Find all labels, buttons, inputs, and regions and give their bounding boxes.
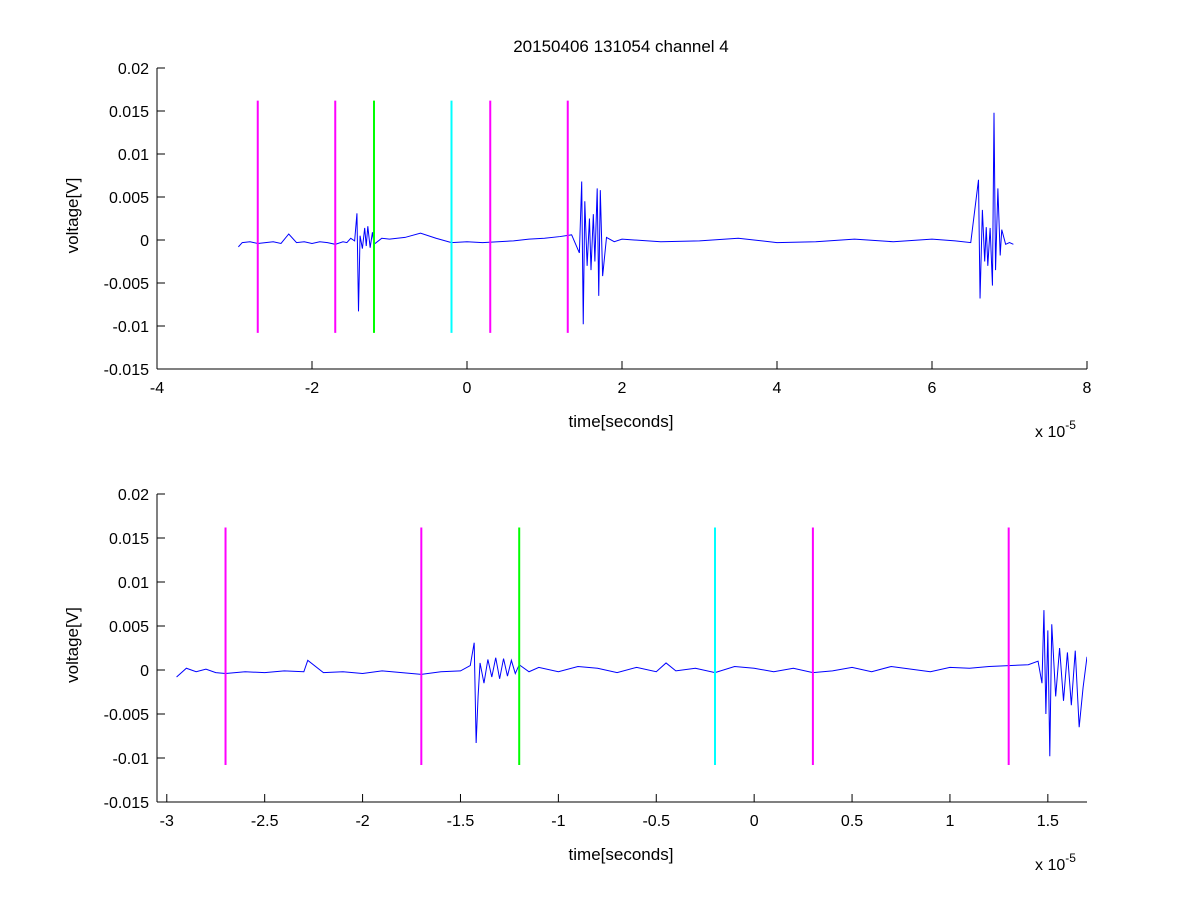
chart-0-x-tick-label: 0 bbox=[463, 380, 472, 397]
chart-0-x-axis-label: time[seconds] bbox=[569, 412, 674, 431]
chart-0-x-tick-label: 6 bbox=[928, 380, 937, 397]
chart-1-x-axis-label: time[seconds] bbox=[569, 845, 674, 864]
chart-0-x-tick-label: -4 bbox=[150, 380, 164, 397]
chart-1-x-tick-label: -1.5 bbox=[447, 813, 475, 830]
chart-1-y-tick-label: 0.015 bbox=[109, 531, 149, 548]
chart-1-y-tick-label: 0.02 bbox=[118, 487, 149, 504]
chart-1-x-tick-label: -2 bbox=[355, 813, 369, 830]
chart-1-x-tick-label: -0.5 bbox=[642, 813, 670, 830]
chart-0-y-axis-label: voltage[V] bbox=[63, 178, 82, 254]
chart-0-y-tick-label: -0.015 bbox=[104, 362, 149, 379]
chart-0-y-tick-label: 0.015 bbox=[109, 104, 149, 121]
chart-0-x-tick-label: 2 bbox=[618, 380, 627, 397]
chart-1-x-tick-label: -2.5 bbox=[251, 813, 279, 830]
chart-0-y-tick-label: -0.01 bbox=[113, 319, 150, 336]
chart-0-y-tick-label: 0.005 bbox=[109, 190, 149, 207]
chart-1-x-tick-label: -1 bbox=[551, 813, 565, 830]
chart-0-y-tick-label: 0 bbox=[140, 233, 149, 250]
chart-0-x-tick-label: 4 bbox=[773, 380, 782, 397]
chart-1-y-tick-label: -0.015 bbox=[104, 795, 149, 812]
chart-1-x-tick-label: 1 bbox=[945, 813, 954, 830]
plot-bottom: -3 -2.5 -2 -1.5 -1 -0.5 0 0.5 1 1.5 -0.015 -0.01 -0.… bbox=[63, 487, 1087, 874]
chart-1-y-axis-label: voltage[V] bbox=[63, 607, 82, 683]
chart-0-x-tick-label: -2 bbox=[305, 380, 319, 397]
chart-1-x-tick-label: 0 bbox=[750, 813, 759, 830]
chart-0-signal-line bbox=[238, 112, 1014, 325]
chart-0-x-exponent-label: x 10-5 bbox=[1035, 418, 1076, 441]
chart-1-signal-line bbox=[176, 610, 1087, 757]
plot-top: -4 -2 0 2 4 6 8 -0.015 -0.01 -0.005 0 0.005 0.01 0.01… bbox=[63, 61, 1092, 441]
chart-0-y-tick-label: 0.02 bbox=[118, 61, 149, 78]
chart-1-x-exponent-label: x 10-5 bbox=[1035, 851, 1076, 874]
figure-title: 20150406 131054 channel 4 bbox=[513, 37, 729, 56]
chart-1-y-tick-label: 0.01 bbox=[118, 575, 149, 592]
chart-1-y-tick-label: -0.005 bbox=[104, 707, 149, 724]
chart-1-x-tick-label: 0.5 bbox=[841, 813, 863, 830]
chart-1-y-tick-label: 0 bbox=[140, 663, 149, 680]
chart-0-y-tick-label: 0.01 bbox=[118, 147, 149, 164]
chart-1-x-tick-label: -3 bbox=[160, 813, 174, 830]
chart-0-y-tick-label: -0.005 bbox=[104, 276, 149, 293]
chart-1-y-tick-label: -0.01 bbox=[113, 751, 150, 768]
chart-1-y-tick-label: 0.005 bbox=[109, 619, 149, 636]
chart-1-x-tick-label: 1.5 bbox=[1037, 813, 1059, 830]
chart-0-x-tick-label: 8 bbox=[1083, 380, 1092, 397]
